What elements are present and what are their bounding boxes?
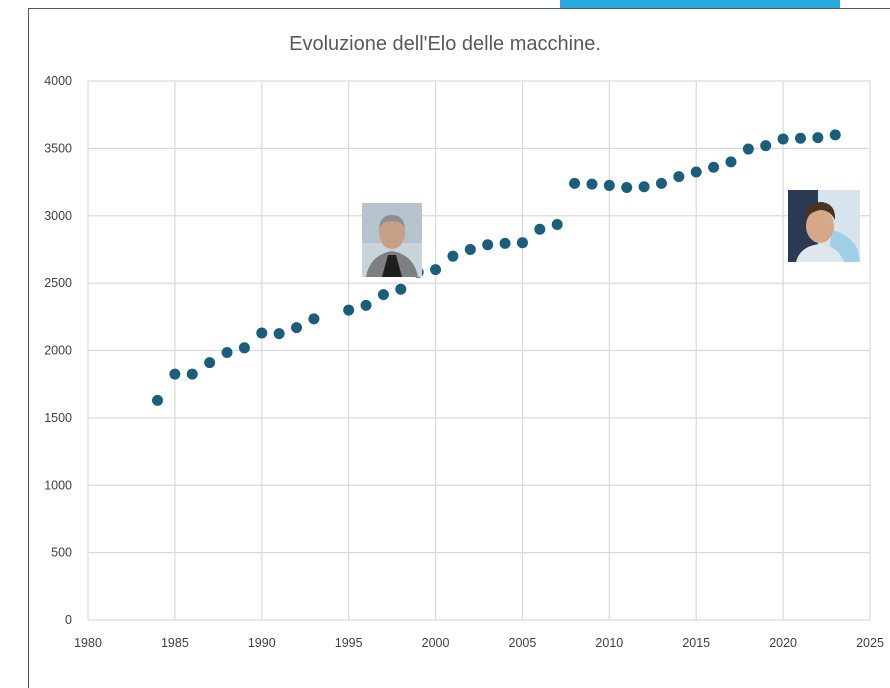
chart-title: Evoluzione dell'Elo delle macchine. (289, 33, 601, 55)
x-tick-label: 1995 (335, 636, 363, 650)
y-tick-label: 2000 (44, 344, 72, 358)
kasparov-photo (362, 203, 422, 277)
data-point (534, 223, 546, 235)
data-point (169, 368, 181, 380)
carlsen-photo (788, 190, 860, 262)
y-tick-labels: 0 500 1000 1500 2000 2500 3000 3500 4000 (44, 74, 72, 627)
data-point (516, 237, 528, 249)
data-point (204, 357, 216, 369)
x-tick-label: 1985 (161, 636, 189, 650)
y-tick-label: 1000 (44, 478, 72, 492)
x-tick-label: 2010 (595, 636, 623, 650)
x-tick-label: 2025 (856, 636, 884, 650)
data-point (152, 394, 164, 406)
y-tick-label: 0 (65, 613, 72, 627)
data-point (377, 289, 389, 301)
grid-lines (87, 80, 871, 621)
data-point (794, 132, 806, 144)
x-tick-label: 2005 (509, 636, 537, 650)
data-point (638, 181, 650, 193)
x-tick-label: 1990 (248, 636, 276, 650)
y-tick-label: 1500 (44, 411, 72, 425)
x-tick-label: 2000 (422, 636, 450, 650)
data-point (708, 161, 720, 173)
data-point (603, 179, 615, 191)
y-tick-label: 4000 (44, 74, 72, 88)
data-point (221, 347, 233, 359)
y-tick-label: 2500 (44, 276, 72, 290)
data-point (273, 328, 285, 340)
data-point (343, 304, 355, 316)
y-tick-label: 3500 (44, 141, 72, 155)
x-tick-label: 2015 (682, 636, 710, 650)
data-point (812, 132, 824, 144)
data-point (725, 156, 737, 168)
data-point (430, 264, 442, 276)
data-point (238, 342, 250, 354)
y-tick-label: 500 (51, 546, 72, 560)
data-point (760, 140, 772, 152)
data-point (395, 283, 407, 295)
data-point (673, 171, 685, 183)
data-point (586, 178, 598, 190)
data-point (360, 299, 372, 311)
x-tick-label: 2020 (769, 636, 797, 650)
data-point (829, 129, 841, 141)
data-point (551, 219, 563, 231)
data-point (186, 368, 198, 380)
data-point (621, 181, 633, 193)
data-point (655, 177, 667, 189)
x-tick-label: 1980 (74, 636, 102, 650)
data-point (291, 322, 303, 334)
data-point (742, 143, 754, 155)
data-point (499, 237, 511, 249)
data-point (690, 166, 702, 178)
data-point (447, 250, 459, 262)
data-point (308, 313, 320, 325)
data-point (256, 327, 268, 339)
data-points (152, 129, 841, 406)
data-point (464, 243, 476, 255)
data-point (777, 133, 789, 145)
data-point (482, 239, 494, 251)
top-accent-bar (560, 0, 840, 8)
data-point (569, 177, 581, 189)
y-tick-label: 3000 (44, 209, 72, 223)
chart-frame (28, 8, 890, 688)
x-tick-labels: 1980 1985 1990 1995 2000 2005 2010 2015 2020 2025 (74, 636, 884, 650)
